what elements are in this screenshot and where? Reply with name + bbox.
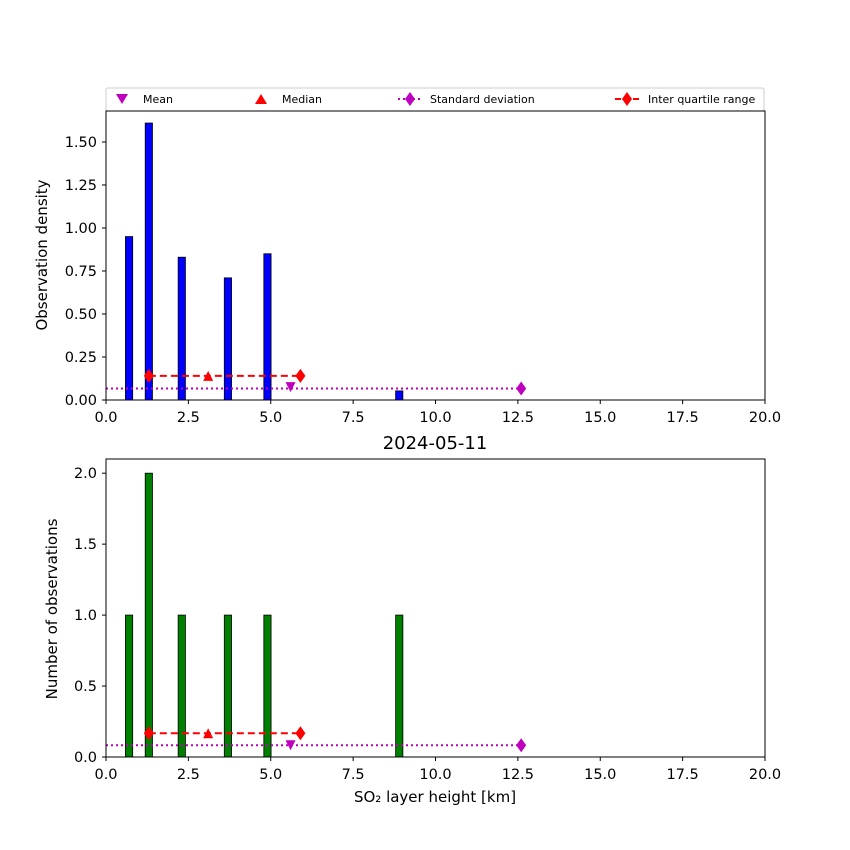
density-y-tick-label: 1.50 bbox=[65, 135, 97, 151]
count-stats bbox=[106, 726, 527, 753]
count-x-tick-label: 17.5 bbox=[666, 767, 698, 783]
legend-std-label: Standard deviation bbox=[430, 93, 535, 106]
count-plot-frame bbox=[105, 458, 766, 758]
count-bar bbox=[395, 614, 404, 758]
density-bar bbox=[144, 122, 153, 401]
density-x-tick-label: 5.0 bbox=[259, 410, 282, 426]
density-median-marker bbox=[203, 370, 214, 381]
count-y-tick-label: 0.5 bbox=[74, 679, 97, 695]
density-stats bbox=[106, 368, 527, 396]
density-y-tick-label: 0.50 bbox=[65, 307, 97, 323]
legend-mean-label: Mean bbox=[143, 93, 173, 106]
density-bars bbox=[125, 122, 404, 401]
density-plot-frame bbox=[105, 110, 766, 401]
density-mean-marker bbox=[285, 382, 296, 393]
count-median-marker bbox=[203, 728, 214, 739]
count-x-axis-label: SO₂ layer height [km] bbox=[354, 788, 516, 806]
density-y-tick-label: 1.25 bbox=[65, 178, 97, 194]
count-x-tick-label: 12.5 bbox=[502, 767, 534, 783]
count-bar bbox=[125, 614, 134, 758]
count-bar bbox=[144, 472, 153, 758]
count-y-axis-label: Number of observations bbox=[43, 518, 61, 699]
legend-mean-marker bbox=[116, 94, 128, 104]
count-bars bbox=[125, 472, 404, 758]
density-x-tick-label: 15.0 bbox=[584, 410, 616, 426]
count-y-ticks: 0.0 0.5 1.0 1.5 2.0 bbox=[74, 466, 106, 766]
density-std-marker bbox=[516, 381, 527, 396]
density-y-tick-label: 0.00 bbox=[65, 393, 97, 409]
count-std-marker bbox=[516, 738, 527, 753]
count-y-tick-label: 2.0 bbox=[74, 466, 97, 482]
density-plot: 0.0 2.5 5.0 7.5 10.0 12.5 15.0 17.5 20.0 0.00 0.2… bbox=[33, 110, 781, 426]
legend-iqr-marker bbox=[622, 92, 632, 106]
density-x-tick-label: 0.0 bbox=[94, 410, 117, 426]
count-x-tick-label: 0.0 bbox=[94, 767, 117, 783]
count-y-tick-label: 0.0 bbox=[74, 750, 97, 766]
density-x-tick-label: 20.0 bbox=[749, 410, 781, 426]
count-plot-title: 2024-05-11 bbox=[383, 433, 488, 454]
count-x-tick-label: 2.5 bbox=[177, 767, 200, 783]
count-y-tick-label: 1.0 bbox=[74, 608, 97, 624]
count-x-tick-label: 15.0 bbox=[584, 767, 616, 783]
count-iqr-start-marker bbox=[143, 726, 154, 741]
count-bar bbox=[177, 614, 186, 758]
density-x-ticks: 0.0 2.5 5.0 7.5 10.0 12.5 15.0 17.5 20.0 bbox=[94, 400, 781, 426]
density-y-axis-label: Observation density bbox=[33, 179, 51, 330]
count-x-tick-label: 20.0 bbox=[749, 767, 781, 783]
density-y-tick-label: 1.00 bbox=[65, 221, 97, 237]
density-bar bbox=[177, 256, 186, 401]
legend-std-marker bbox=[405, 92, 415, 106]
density-x-tick-label: 10.0 bbox=[419, 410, 451, 426]
count-y-tick-label: 1.5 bbox=[74, 537, 97, 553]
density-bar bbox=[395, 390, 404, 401]
legend-median-label: Median bbox=[282, 93, 322, 106]
count-x-tick-label: 10.0 bbox=[419, 767, 451, 783]
density-y-ticks: 0.00 0.25 0.50 0.75 1.00 1.25 1.50 bbox=[65, 135, 106, 409]
count-iqr-end-marker bbox=[295, 726, 306, 741]
density-x-tick-label: 7.5 bbox=[342, 410, 365, 426]
count-bar bbox=[263, 614, 272, 758]
count-bar bbox=[223, 614, 232, 758]
count-x-tick-label: 5.0 bbox=[259, 767, 282, 783]
density-bar bbox=[223, 277, 232, 401]
density-y-tick-label: 0.25 bbox=[65, 350, 97, 366]
density-iqr-end-marker bbox=[295, 368, 306, 383]
density-x-tick-label: 17.5 bbox=[666, 410, 698, 426]
density-y-tick-label: 0.75 bbox=[65, 264, 97, 280]
count-x-tick-label: 7.5 bbox=[342, 767, 365, 783]
count-plot: 2024-05-11 0.0 2.5 5.0 7.5 10.0 12.5 15.0 17.5 2… bbox=[43, 433, 781, 806]
count-mean-marker bbox=[285, 740, 296, 751]
density-bar bbox=[263, 253, 272, 401]
density-bar bbox=[125, 236, 134, 401]
legend-median-marker bbox=[255, 94, 267, 104]
legend-iqr-label: Inter quartile range bbox=[648, 93, 755, 106]
count-x-ticks: 0.0 2.5 5.0 7.5 10.0 12.5 15.0 17.5 20.0 bbox=[94, 757, 781, 783]
density-iqr-start-marker bbox=[143, 368, 154, 383]
density-x-tick-label: 12.5 bbox=[502, 410, 534, 426]
density-x-tick-label: 2.5 bbox=[177, 410, 200, 426]
legend: Mean Median Standard deviation Inter qua… bbox=[105, 87, 765, 112]
